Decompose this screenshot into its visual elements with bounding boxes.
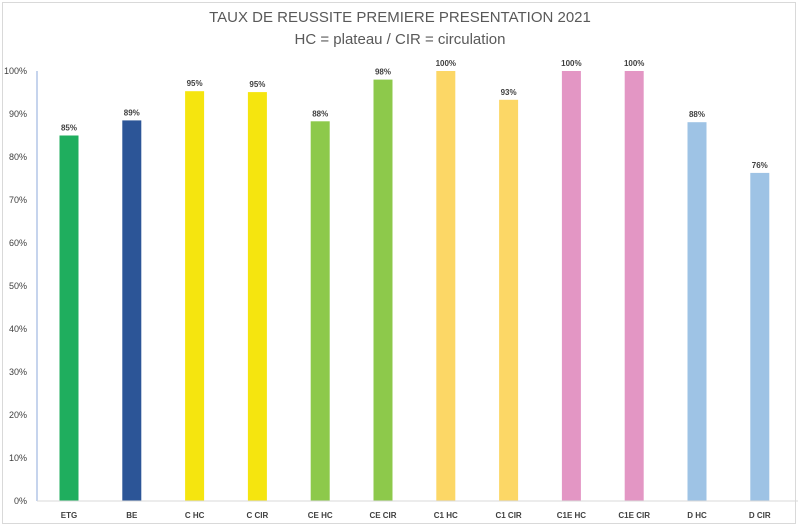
bar — [624, 71, 644, 501]
bar-value-label: 100% — [624, 59, 644, 68]
bar — [373, 79, 393, 501]
x-category-label: BE — [126, 511, 138, 520]
x-category-label: C1E HC — [557, 511, 587, 520]
x-category-label: ETG — [61, 511, 77, 520]
x-category-label: D HC — [687, 511, 707, 520]
chart-title: TAUX DE REUSSITE PREMIERE PRESENTATION 2… — [209, 9, 591, 48]
y-tick-label: 30% — [9, 367, 27, 377]
bar-value-label: 89% — [124, 108, 140, 117]
bar-value-label: 95% — [187, 79, 203, 88]
x-category-label: C1 CIR — [495, 511, 521, 520]
x-category-label: C CIR — [247, 511, 269, 520]
y-tick-label: 0% — [14, 496, 27, 506]
bar-value-label: 76% — [752, 161, 768, 170]
y-tick-label: 100% — [4, 66, 27, 76]
x-category-label: C1 HC — [434, 511, 458, 520]
x-category-label: C1E CIR — [618, 511, 650, 520]
x-category-label: CE CIR — [369, 511, 396, 520]
x-category-label: CE HC — [308, 511, 333, 520]
y-tick-label: 90% — [9, 109, 27, 119]
y-tick-label: 40% — [9, 324, 27, 334]
bars — [59, 71, 770, 502]
bar — [499, 99, 519, 502]
chart-title-line-2: HC = plateau / CIR = circulation — [295, 31, 506, 48]
bar — [561, 71, 581, 501]
bar-value-label: 100% — [436, 59, 456, 68]
x-category-label: D CIR — [749, 511, 771, 520]
bar — [750, 172, 770, 501]
bar — [122, 120, 142, 502]
x-category-label: C HC — [185, 511, 205, 520]
bar — [59, 135, 79, 501]
bar-value-label: 88% — [312, 109, 328, 118]
bar — [436, 71, 456, 501]
y-tick-label: 60% — [9, 238, 27, 248]
bar-value-label: 88% — [689, 110, 705, 119]
data-labels: 85% 89% 95% 95% 88% 98% 100% 93% 100% 100% 88% 76% — [61, 59, 768, 170]
bar-value-label: 85% — [61, 124, 77, 133]
y-tick-label: 10% — [9, 453, 27, 463]
y-tick-label: 70% — [9, 195, 27, 205]
y-tick-label: 50% — [9, 281, 27, 291]
bar — [185, 91, 205, 501]
bar-value-label: 98% — [375, 68, 391, 77]
x-axis: ETG BE C HC C CIR CE HC CE CIR C1 HC C1 CIR C1E … — [37, 500, 798, 520]
bar-value-label: 100% — [561, 59, 581, 68]
bar-value-label: 95% — [249, 80, 265, 89]
bar — [687, 122, 707, 501]
chart-title-line-1: TAUX DE REUSSITE PREMIERE PRESENTATION 2… — [209, 9, 591, 26]
y-axis: 0% 10% 20% 30% 40% 50% 60% 70% 80% 90% 100% — [4, 66, 38, 506]
bar — [247, 92, 267, 501]
y-tick-label: 80% — [9, 152, 27, 162]
bar — [310, 121, 330, 502]
bar-value-label: 93% — [501, 88, 517, 97]
y-tick-label: 20% — [9, 410, 27, 420]
